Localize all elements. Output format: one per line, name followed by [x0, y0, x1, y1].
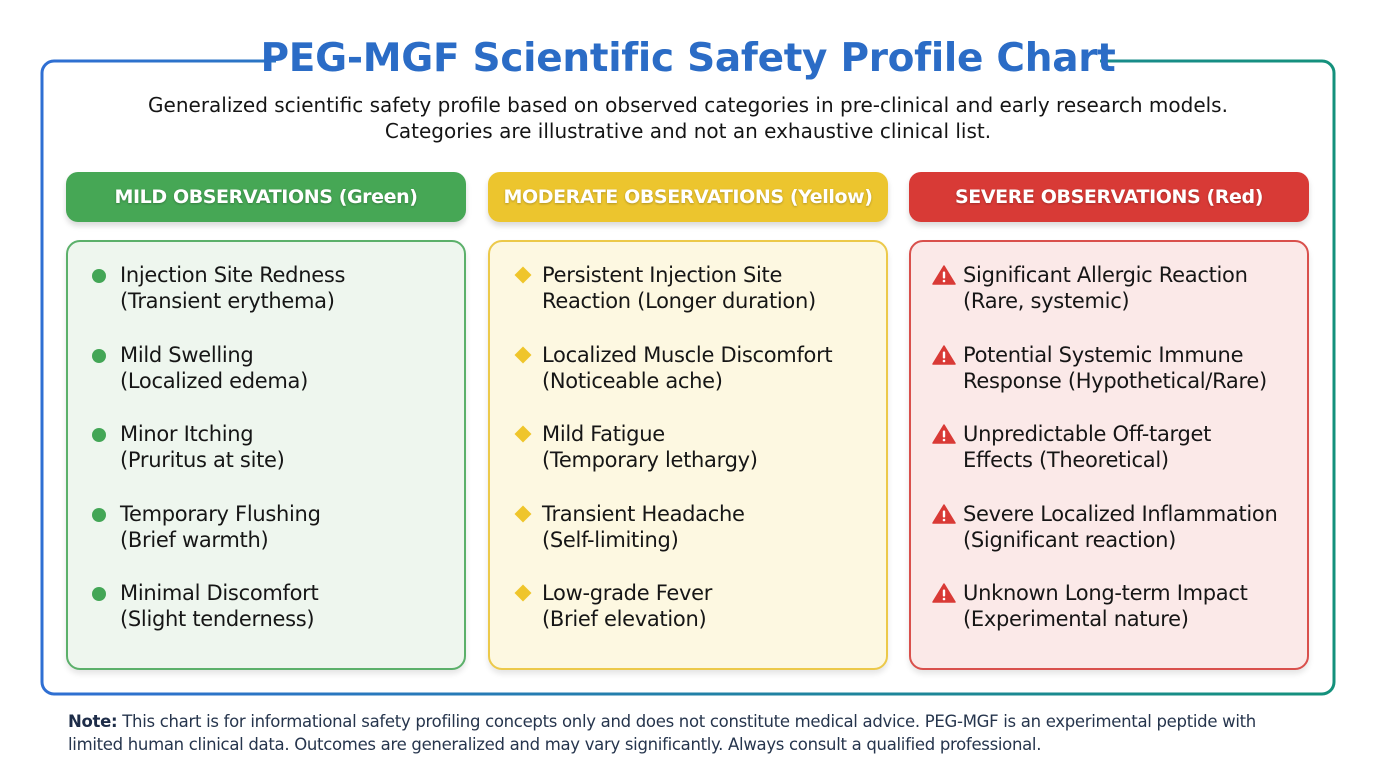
footer-note: Note: This chart is for informational sa… — [68, 710, 1328, 756]
item-detail: (Temporary lethargy) — [542, 448, 758, 472]
item-detail: (Transient erythema) — [120, 289, 335, 313]
item-title: Potential Systemic Immune — [963, 342, 1244, 367]
title-gap — [276, 52, 1100, 72]
yellow-diamond-icon — [514, 425, 532, 443]
item-detail: (Pruritus at site) — [120, 448, 285, 472]
yellow-diamond-icon — [514, 505, 532, 522]
green-dot-icon — [92, 428, 106, 442]
list-item: Localized Muscle Discomfort (Noticeable a… — [514, 342, 833, 394]
item-title: Temporary Flushing — [120, 501, 321, 526]
note-line-2: limited human clinical data. Outcomes ar… — [68, 735, 1042, 754]
warning-triangle-icon — [932, 344, 956, 365]
yellow-diamond-icon — [514, 266, 532, 284]
yellow-diamond-icon — [514, 584, 532, 602]
item-title: Mild Swelling — [120, 342, 254, 367]
item-title: Localized Muscle Discomfort — [542, 342, 833, 367]
list-item: Potential Systemic Immune Response (Hypot… — [932, 342, 1267, 394]
list-item: Injection Site Redness (Transient erythem… — [92, 262, 346, 314]
item-detail: (Brief elevation) — [542, 607, 707, 631]
item-title: Unpredictable Off-target — [963, 422, 1212, 446]
subtitle: Generalized scientific safety profile ba… — [0, 92, 1376, 144]
mild-header: MILD OBSERVATIONS (Green) — [66, 172, 466, 222]
page-title: PEG-MGF Scientific Safety Profile Chart — [260, 36, 1116, 81]
subtitle-line-1: Generalized scientific safety profile ba… — [148, 93, 1228, 117]
item-detail: (Noticeable ache) — [542, 368, 723, 393]
item-title: Unknown Long-term Impact — [963, 581, 1248, 605]
item-title: Low-grade Fever — [542, 581, 713, 605]
item-detail: Response (Hypothetical/Rare) — [963, 368, 1267, 393]
item-detail: (Significant reaction) — [963, 527, 1177, 552]
severe-header: SEVERE OBSERVATIONS (Red) — [909, 172, 1309, 222]
note-line-1: This chart is for informational safety p… — [122, 712, 1256, 731]
list-item: Temporary Flushing (Brief warmth) — [92, 501, 321, 553]
item-title: Severe Localized Inflammation — [963, 501, 1278, 526]
severe-observations-box: Significant Allergic Reaction (Rare, syst… — [909, 240, 1309, 670]
list-item: Mild Swelling (Localized edema) — [92, 342, 308, 394]
moderate-header: MODERATE OBSERVATIONS (Yellow) — [488, 172, 888, 222]
subtitle-line-2: Categories are illustrative and not an e… — [384, 119, 992, 143]
item-title: Minimal Discomfort — [120, 581, 319, 605]
warning-triangle-icon — [932, 265, 956, 285]
item-detail: (Localized edema) — [120, 368, 308, 393]
list-item: Severe Localized Inflammation (Significan… — [932, 501, 1278, 553]
list-item: Transient Headache (Self-limiting) — [514, 501, 745, 553]
item-detail: Reaction (Longer duration) — [542, 289, 816, 313]
warning-triangle-icon — [932, 503, 956, 524]
item-title: Minor Itching — [120, 422, 254, 446]
item-title: Transient Headache — [542, 501, 745, 526]
item-title: Significant Allergic Reaction — [963, 263, 1248, 287]
list-item: Minimal Discomfort (Slight tenderness) — [92, 580, 319, 632]
item-detail: (Brief warmth) — [120, 527, 269, 552]
warning-triangle-icon — [932, 424, 956, 444]
green-dot-icon — [92, 269, 106, 283]
item-detail: Effects (Theoretical) — [963, 448, 1169, 472]
warning-triangle-icon — [932, 583, 956, 603]
list-item: Persistent Injection Site Reaction (Longe… — [514, 262, 816, 314]
list-item: Significant Allergic Reaction (Rare, syst… — [932, 262, 1248, 314]
yellow-diamond-icon — [514, 346, 532, 363]
item-title: Injection Site Redness — [120, 263, 346, 287]
green-dot-icon — [92, 348, 106, 363]
item-detail: (Experimental nature) — [963, 607, 1189, 631]
item-detail: (Self-limiting) — [542, 527, 679, 552]
moderate-observations-box: Persistent Injection Site Reaction (Longe… — [488, 240, 888, 670]
list-item: Unpredictable Off-target Effects (Theoret… — [932, 421, 1212, 473]
list-item: Mild Fatigue (Temporary lethargy) — [514, 421, 758, 473]
mild-observations-box: Injection Site Redness (Transient erythem… — [66, 240, 466, 670]
item-title: Mild Fatigue — [542, 422, 665, 446]
item-detail: (Rare, systemic) — [963, 289, 1130, 313]
item-title: Persistent Injection Site — [542, 263, 783, 287]
item-detail: (Slight tenderness) — [120, 607, 315, 631]
green-dot-icon — [92, 587, 106, 601]
list-item: Minor Itching (Pruritus at site) — [92, 421, 285, 473]
note-label: Note: — [68, 712, 118, 731]
green-dot-icon — [92, 507, 106, 522]
list-item: Unknown Long-term Impact (Experimental na… — [932, 580, 1248, 632]
list-item: Low-grade Fever (Brief elevation) — [514, 580, 713, 632]
